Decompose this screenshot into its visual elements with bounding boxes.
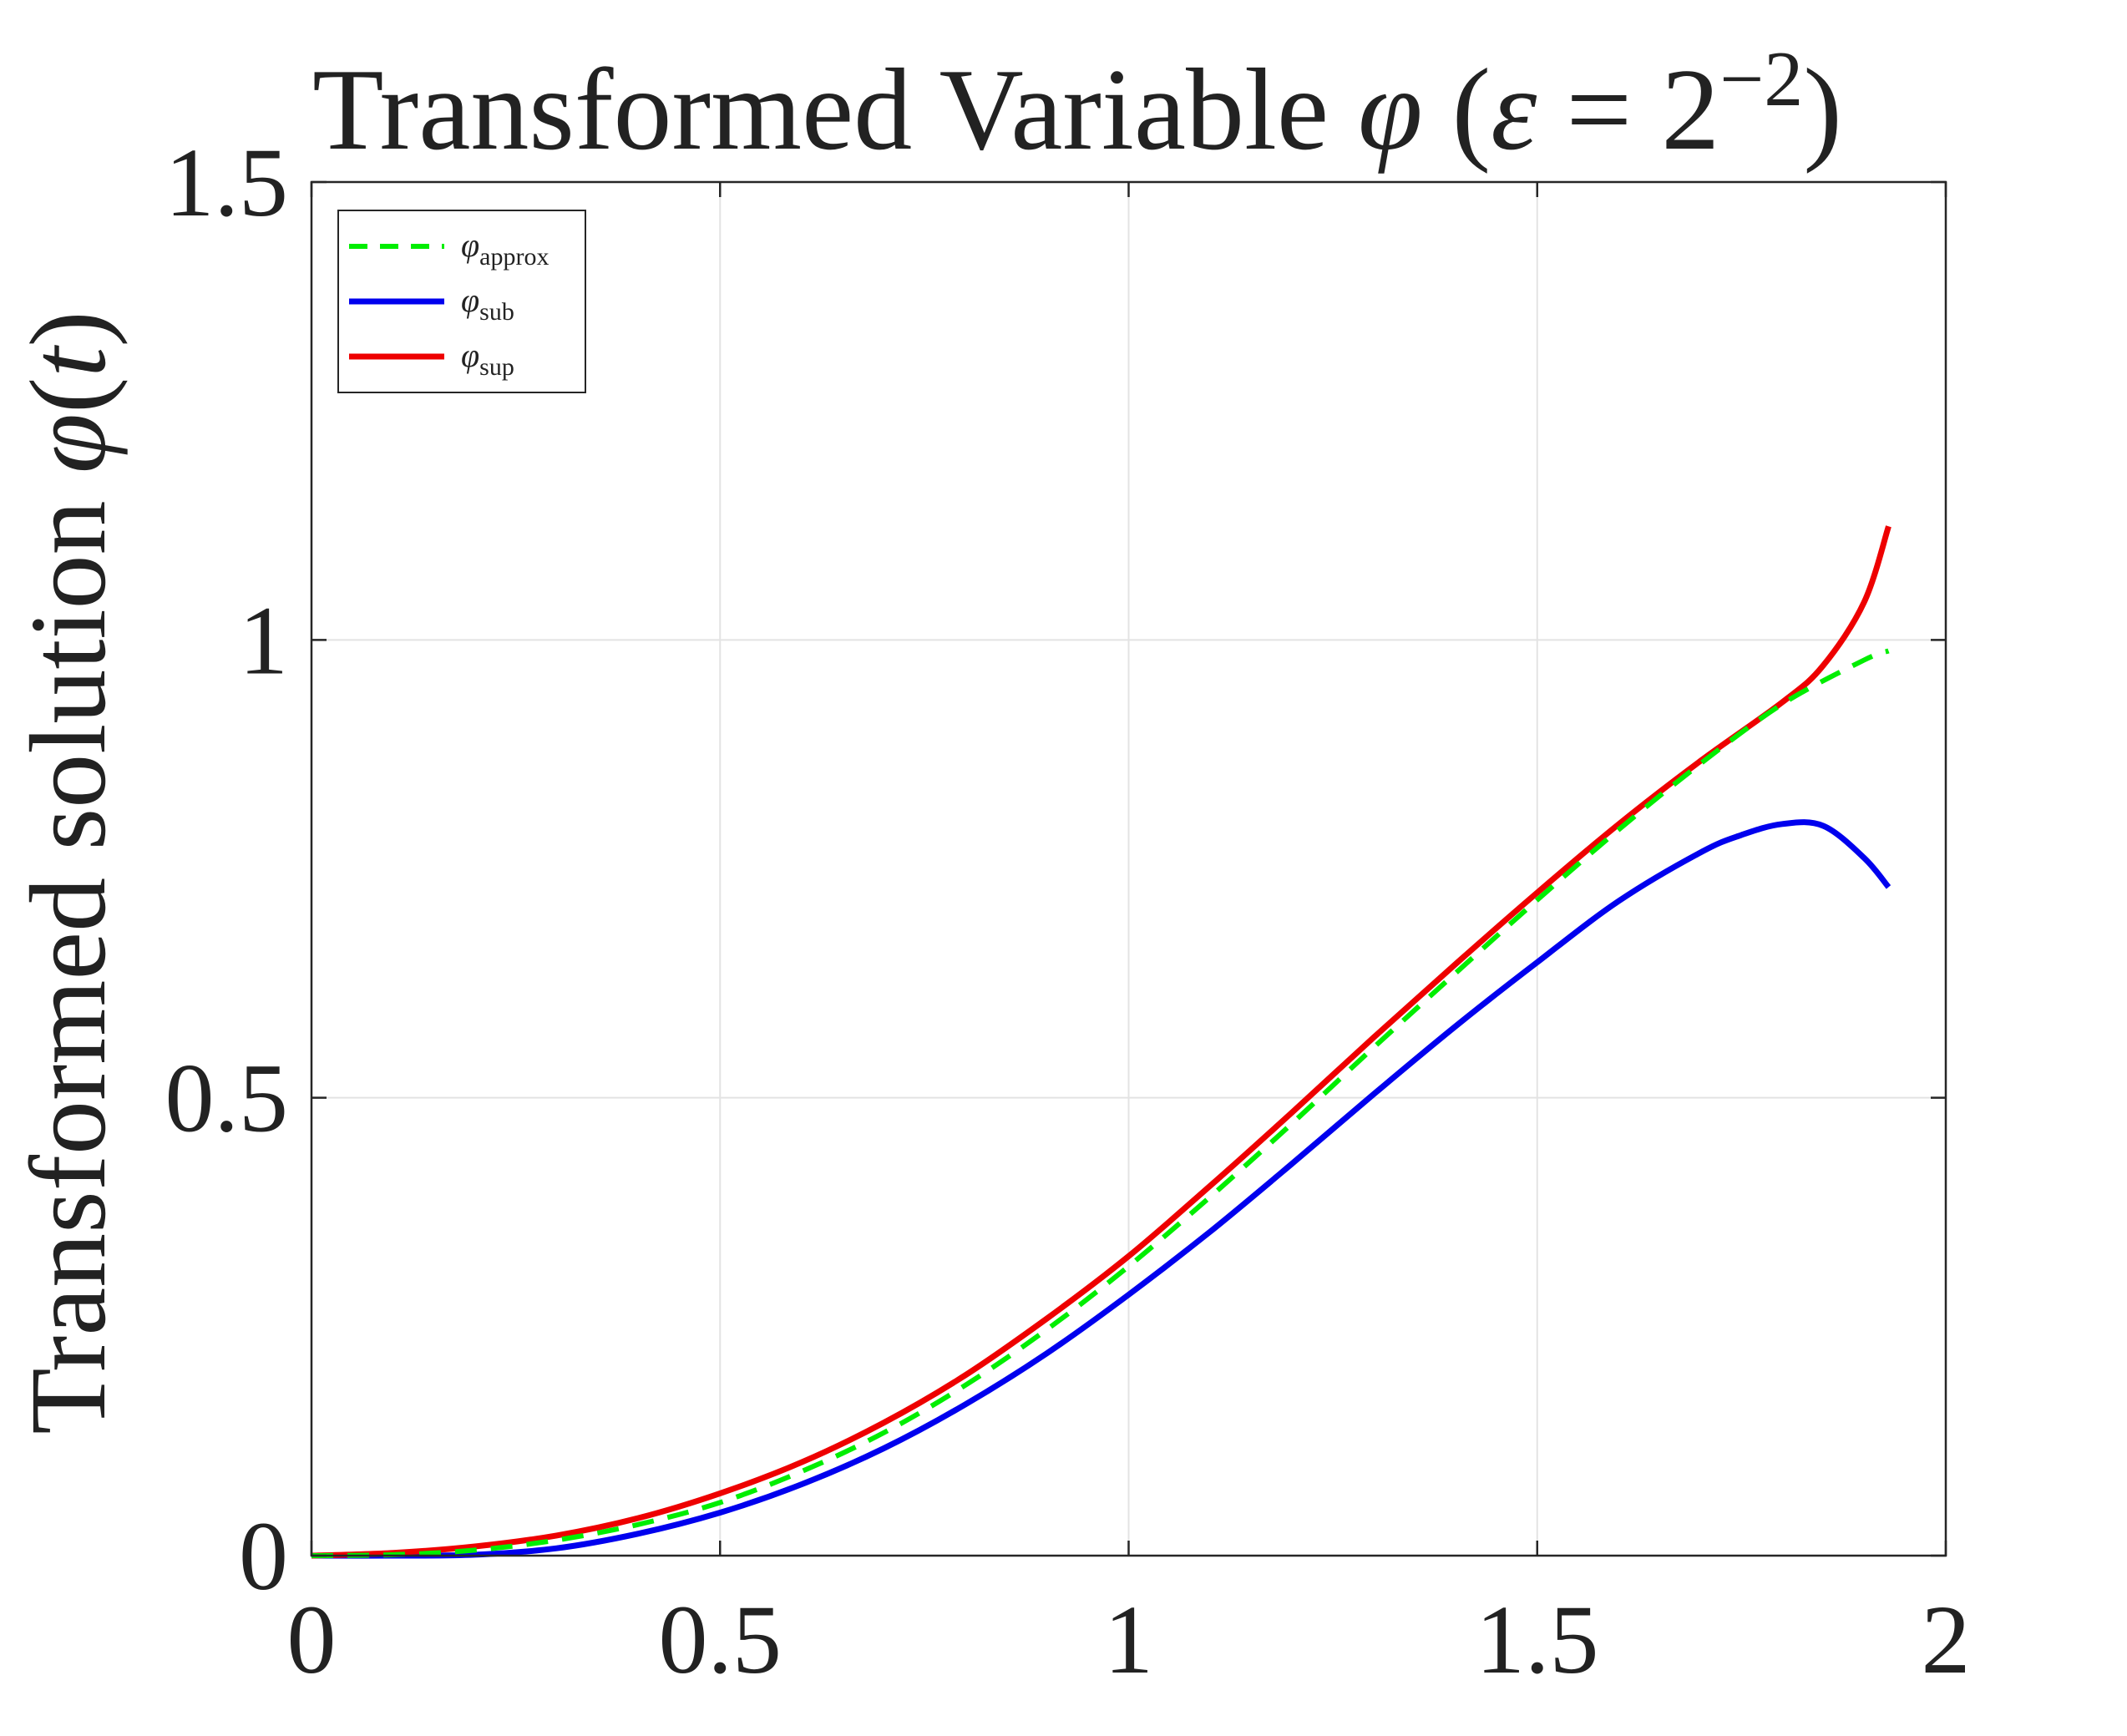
legend-items: φapprox φsub φsup <box>349 226 549 381</box>
y-tick-label: 1.5 <box>165 128 289 237</box>
ylabel-paren-open: ( <box>8 377 129 413</box>
legend-label-sup: φsup <box>461 337 514 381</box>
title-paren-close: ) <box>1803 45 1842 175</box>
title-main: Transformed Variable <box>312 45 1358 175</box>
ticks: 0 0.5 1 1.5 2 0 0.5 1 1.5 <box>165 128 1971 1694</box>
title-paren-open: ( <box>1423 45 1491 175</box>
y-tick-label: 0.5 <box>165 1044 289 1153</box>
legend: φapprox φsub φsup <box>337 210 586 393</box>
series-line-sub <box>311 819 1892 1559</box>
x-tick-label: 2 <box>1922 1585 1971 1694</box>
title-exponent: −2 <box>1719 36 1803 123</box>
series-layer <box>311 525 1892 1559</box>
legend-label-approx: φapprox <box>461 226 549 271</box>
legend-label-sub: φsub <box>461 281 514 326</box>
x-tick-label: 0.5 <box>659 1585 782 1694</box>
ylabel-paren-close: ) <box>8 311 129 347</box>
ylabel-t: t <box>8 345 129 377</box>
ylabel-main: Transformed solution <box>8 473 129 1435</box>
title-equals: = 2 <box>1537 45 1719 175</box>
x-tick-label: 0 <box>287 1585 337 1694</box>
ylabel-phi: φ <box>8 413 129 473</box>
y-tick-label: 1 <box>239 585 288 695</box>
chart-title: Transformed Variable φ (ε = 2−2) <box>312 36 1842 175</box>
x-tick-label: 1.5 <box>1476 1585 1599 1694</box>
grid <box>311 182 1946 1556</box>
y-axis-label: Transformed solution φ(t) <box>8 311 129 1434</box>
x-tick-label: 1 <box>1104 1585 1153 1694</box>
axes-box <box>310 180 1947 1557</box>
title-epsilon: ε <box>1491 45 1537 175</box>
series-line-approx <box>311 648 1890 1558</box>
title-phi: φ <box>1358 45 1422 175</box>
y-tick-label: 0 <box>239 1501 288 1611</box>
